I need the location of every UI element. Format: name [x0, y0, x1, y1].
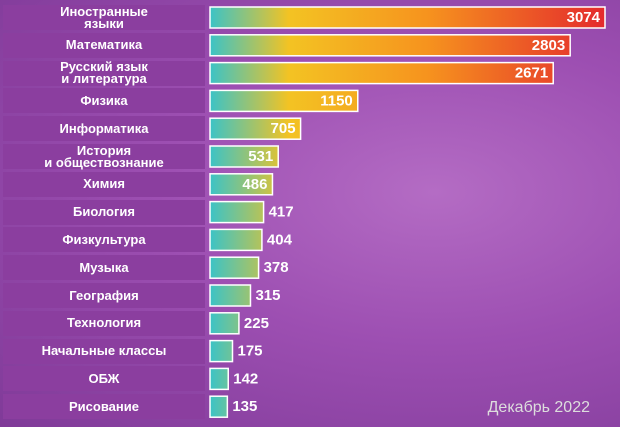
- category-label: История и обществознание: [3, 144, 205, 169]
- bar: [209, 367, 229, 391]
- bar: [209, 228, 263, 252]
- category-label: Технология: [3, 310, 205, 336]
- bar: [209, 61, 554, 85]
- value-label: 175: [237, 343, 262, 360]
- bar: [209, 312, 240, 335]
- bar: [209, 395, 229, 418]
- bar: [209, 145, 279, 168]
- value-label: 2671: [515, 65, 548, 82]
- bar: [209, 89, 359, 113]
- category-label: Начальные классы: [3, 338, 205, 364]
- bar: [209, 284, 252, 307]
- value-label: 531: [248, 148, 273, 165]
- category-label: Информатика: [3, 116, 205, 142]
- category-label: Физкультура: [3, 227, 205, 253]
- bar: [209, 173, 274, 196]
- annotation: Декабрь 2022: [487, 399, 590, 416]
- category-label: Химия: [3, 171, 205, 197]
- value-label: 417: [269, 204, 294, 221]
- value-label: 135: [232, 398, 257, 415]
- category-label: Рисование: [3, 394, 205, 420]
- value-label: 2803: [532, 37, 565, 54]
- bar: [209, 256, 260, 279]
- category-label: Иностранные языки: [3, 5, 205, 30]
- value-label: 142: [233, 370, 258, 387]
- bar: [209, 34, 571, 57]
- category-label: Биология: [3, 199, 205, 225]
- value-label: 225: [244, 315, 269, 332]
- value-label: 705: [271, 120, 296, 137]
- value-label: 378: [264, 259, 289, 276]
- category-label: Русский язык и литература: [3, 60, 205, 86]
- value-label: 404: [267, 231, 293, 248]
- value-label: 486: [242, 176, 267, 193]
- category-label: Математика: [3, 32, 205, 58]
- value-label: 3074: [567, 9, 601, 26]
- bar: [209, 6, 606, 29]
- category-label: Музыка: [3, 255, 205, 281]
- category-label: География: [3, 283, 205, 308]
- category-label: Физика: [3, 88, 205, 114]
- value-label: 315: [255, 287, 280, 304]
- bar: [209, 117, 302, 140]
- bar: [209, 339, 234, 363]
- value-label: 1150: [320, 92, 353, 109]
- bar: [209, 200, 265, 224]
- category-label: ОБЖ: [3, 366, 205, 392]
